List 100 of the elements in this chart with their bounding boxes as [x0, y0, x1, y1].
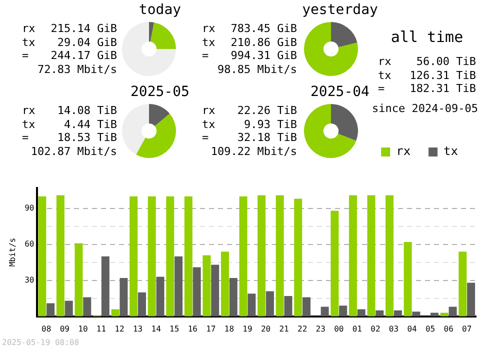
text: since 2024-09-05: [371, 102, 479, 115]
text: 210.86 GiB: [230, 36, 297, 49]
x-tick-label: 04: [407, 324, 418, 334]
x-tick-label: 21: [279, 324, 290, 334]
chart-title: yesterday: [301, 2, 379, 18]
bar: [38, 196, 46, 316]
bar: [184, 196, 192, 316]
text: tx: [378, 68, 392, 82]
text: =: [202, 49, 210, 62]
x-tick-label: 23: [316, 324, 326, 334]
x-tick-label: 08: [42, 324, 52, 334]
text: 783.45 GiB: [230, 22, 297, 36]
bar: [166, 196, 174, 316]
text: rx: [22, 104, 36, 118]
x-tick-label: 22: [298, 324, 308, 334]
bar: [448, 306, 457, 316]
bar: [412, 312, 420, 316]
legend-label: rx: [396, 144, 411, 158]
x-tick-label: 11: [96, 324, 106, 334]
bar: [111, 309, 120, 316]
x-tick-label: 20: [260, 324, 271, 334]
text: rx: [202, 22, 216, 36]
text: 14.08 TiB: [56, 104, 117, 118]
bar: [120, 278, 128, 316]
x-tick-label: 01: [352, 324, 362, 334]
text: 994.31 GiB: [230, 49, 297, 62]
bar: [258, 195, 266, 316]
text: tx: [202, 36, 216, 49]
legend-label: tx: [444, 144, 458, 158]
bar: [294, 198, 302, 316]
text: =: [202, 131, 210, 144]
bar: [239, 196, 248, 316]
chart-title: 2025-05: [129, 84, 190, 100]
text: 102.87 Mbit/s: [30, 144, 117, 158]
x-tick-label: 09: [60, 324, 70, 334]
text: 109.22 Mbit/s: [210, 144, 297, 158]
text: 126.31 TiB: [408, 68, 476, 82]
bar: [138, 292, 146, 316]
chart-title: 2025-04: [310, 84, 370, 100]
text: =: [22, 131, 30, 144]
text: 29.04 GiB: [56, 36, 117, 49]
y-tick-label: 60: [24, 239, 34, 248]
x-tick-label: 17: [206, 324, 216, 334]
bar: [174, 256, 183, 316]
bar: [56, 195, 64, 316]
x-tick-label: 06: [444, 324, 454, 334]
bar: [148, 196, 156, 316]
bar: [302, 297, 311, 316]
bar: [320, 306, 329, 316]
text: 4.44 TiB: [63, 118, 117, 131]
text: 215.14 GiB: [50, 22, 117, 36]
bar: [46, 303, 55, 316]
x-tick-label: 15: [170, 324, 180, 334]
bar: [376, 310, 384, 316]
x-tick-label: 14: [151, 324, 162, 334]
bar: [64, 300, 73, 316]
x-tick-label: 16: [188, 324, 198, 334]
bar: [266, 291, 274, 316]
y-tick-label: 30: [24, 275, 34, 284]
text: 98.85 Mbit/s: [216, 62, 297, 76]
text: 22.26 TiB: [236, 104, 297, 118]
bar: [156, 276, 164, 316]
bar: [220, 252, 229, 316]
bar: [357, 309, 366, 316]
bar: [74, 243, 83, 316]
bar: [211, 264, 220, 316]
text: 72.83 Mbit/s: [36, 62, 117, 76]
text: 32.18 TiB: [236, 131, 297, 144]
y-tick-label: 90: [24, 203, 34, 212]
bar: [130, 196, 138, 316]
x-tick-label: 10: [78, 324, 88, 334]
y-axis-title: Mbit/s: [8, 238, 17, 267]
x-tick-label: 19: [242, 324, 252, 334]
text: =: [22, 49, 30, 62]
x-tick-label: 07: [462, 324, 472, 334]
bar: [467, 282, 476, 316]
bar: [339, 306, 348, 316]
text: all time: [390, 28, 464, 46]
bar: [229, 278, 238, 316]
bar: [458, 252, 467, 316]
text: 182.31 TiB: [408, 82, 476, 96]
x-tick-label: 02: [370, 324, 380, 334]
bar: [394, 310, 402, 316]
bar: [248, 294, 256, 316]
text: tx: [202, 118, 216, 131]
text: 9.93 TiB: [243, 118, 297, 131]
text: 56.00 TiB: [415, 55, 476, 68]
chart-title: today: [138, 2, 182, 18]
x-tick-label: 05: [425, 324, 436, 334]
text: 18.53 TiB: [56, 131, 117, 144]
text: rx: [22, 22, 36, 36]
x-tick-label: 13: [132, 324, 143, 334]
text: 2025-05-19 08:08: [2, 338, 80, 347]
bar: [276, 195, 284, 316]
text: 244.17 GiB: [50, 49, 117, 62]
text: tx: [22, 118, 36, 131]
text: =: [378, 82, 386, 96]
text: rx: [202, 104, 216, 118]
bar: [284, 296, 292, 316]
bar: [83, 297, 92, 316]
